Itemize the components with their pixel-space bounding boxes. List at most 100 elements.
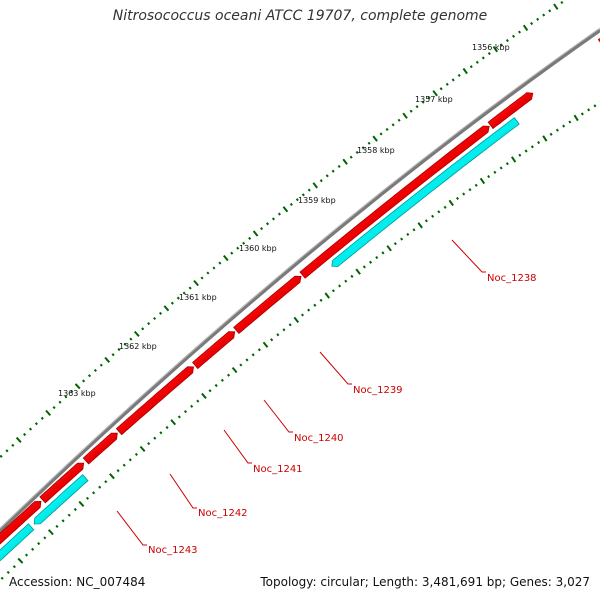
inner-minor-tick [208,389,212,393]
gene-label-noc-1240[interactable]: Noc_1240 [294,433,344,444]
outer-minor-tick [427,96,431,100]
outer-minor-tick [236,246,240,250]
gene-label-noc-1242[interactable]: Noc_1242 [198,508,248,519]
gene-forward-noc-1241[interactable] [82,432,118,465]
inner-minor-tick [524,149,528,153]
gene-forward-noc-1239[interactable] [192,331,236,370]
inner-minor-tick [443,205,447,209]
outer-major-tick [553,3,559,10]
inner-major-tick [170,419,177,426]
gene-label-noc-1239[interactable]: Noc_1239 [353,385,403,396]
gene-label-noc-1238[interactable]: Noc_1238 [487,273,537,284]
leader-noc-1238 [451,239,486,273]
inner-minor-tick [369,260,373,264]
outer-minor-tick [260,227,264,231]
inner-major-tick [542,135,548,142]
outer-minor-tick [415,105,419,109]
outer-minor-tick [391,123,395,127]
gene-reverse-noc-1238[interactable] [331,117,520,267]
inner-minor-tick [587,108,591,112]
outer-major-tick [372,135,378,142]
tick-label-1362: 1362 kbp [119,342,157,351]
outer-minor-tick [487,52,491,56]
outer-minor-tick [499,43,503,47]
leader-noc-1242 [169,473,197,509]
gene-forward-noc-1243[interactable] [0,500,42,560]
inner-minor-tick [462,192,466,196]
outer-minor-tick [265,222,270,226]
inner-major-tick [573,114,579,122]
inner-minor-tick [227,373,231,377]
outer-minor-tick [153,316,157,321]
gene-forward-noc-1242[interactable] [39,462,85,504]
inner-major-tick [109,473,115,480]
genome-title: Nitrosococcus oceani ATCC 19707, complet… [112,8,488,24]
inner-minor-tick [104,480,108,484]
outer-major-tick [342,158,348,165]
inner-minor-tick [122,463,126,467]
inner-minor-tick [43,536,47,540]
gene-label-noc-1241[interactable]: Noc_1241 [253,464,303,475]
outer-minor-tick [28,427,33,431]
inner-minor-tick [562,124,566,128]
outer-minor-tick [325,174,329,178]
inner-major-tick [139,445,146,452]
outer-minor-tick [117,347,121,352]
inner-minor-tick [67,513,71,517]
inner-minor-tick [92,491,96,495]
outer-minor-tick [548,9,552,13]
inner-minor-tick [474,183,478,187]
inner-major-tick [479,177,486,185]
inner-minor-tick [424,219,428,223]
gene-reverse-noc-1243[interactable] [0,523,35,577]
inner-tick-ring [0,101,600,580]
inner-minor-tick [537,141,541,145]
outer-minor-tick [218,261,222,265]
gene-forward-noc-1239b[interactable] [233,275,302,335]
inner-major-tick [231,366,238,374]
gene-label-noc-1243[interactable]: Noc_1243 [148,545,198,556]
outer-minor-tick [361,146,365,150]
inner-minor-tick [499,166,503,170]
inner-minor-tick [239,363,243,367]
outer-minor-tick [421,100,425,104]
outer-minor-tick [0,454,3,458]
inner-minor-tick [214,383,218,388]
inner-minor-tick [116,469,120,473]
inner-minor-tick [183,410,188,414]
outer-minor-tick [141,327,145,331]
inner-minor-tick [37,542,41,546]
outer-minor-tick [517,30,522,34]
gene-forward-noc-1238[interactable] [299,125,490,279]
outer-minor-tick [23,432,27,437]
gene-track [0,37,600,577]
inner-minor-tick [288,323,292,327]
inner-minor-tick [31,547,35,551]
outer-major-tick [462,67,468,75]
outer-major-tick [223,254,229,262]
gene-label-leaders [116,239,486,546]
inner-major-tick [17,557,24,564]
inner-minor-tick [338,284,342,288]
inner-major-tick [47,529,54,536]
inner-minor-tick [61,519,65,523]
tick-label-1363: 1363 kbp [58,389,96,398]
outer-minor-tick [52,406,56,410]
inner-minor-tick [153,436,157,440]
outer-minor-tick [397,118,401,122]
outer-minor-tick [87,374,92,378]
tick-label-1358: 1358 kbp [357,146,395,155]
inner-minor-tick [12,565,16,569]
outer-minor-tick [212,266,216,270]
inner-minor-tick [6,570,10,575]
gene-reverse-noc-1242[interactable] [33,474,89,525]
accession-text: Accession: NC_007484 [9,575,146,589]
leader-noc-1241 [223,429,252,464]
outer-minor-tick [82,379,86,383]
inner-major-tick [324,292,330,299]
gene-forward-noc-1237[interactable] [487,92,534,130]
inner-minor-tick [319,298,323,302]
outer-minor-tick [70,389,74,394]
gene-forward-noc-1240[interactable] [115,366,194,436]
